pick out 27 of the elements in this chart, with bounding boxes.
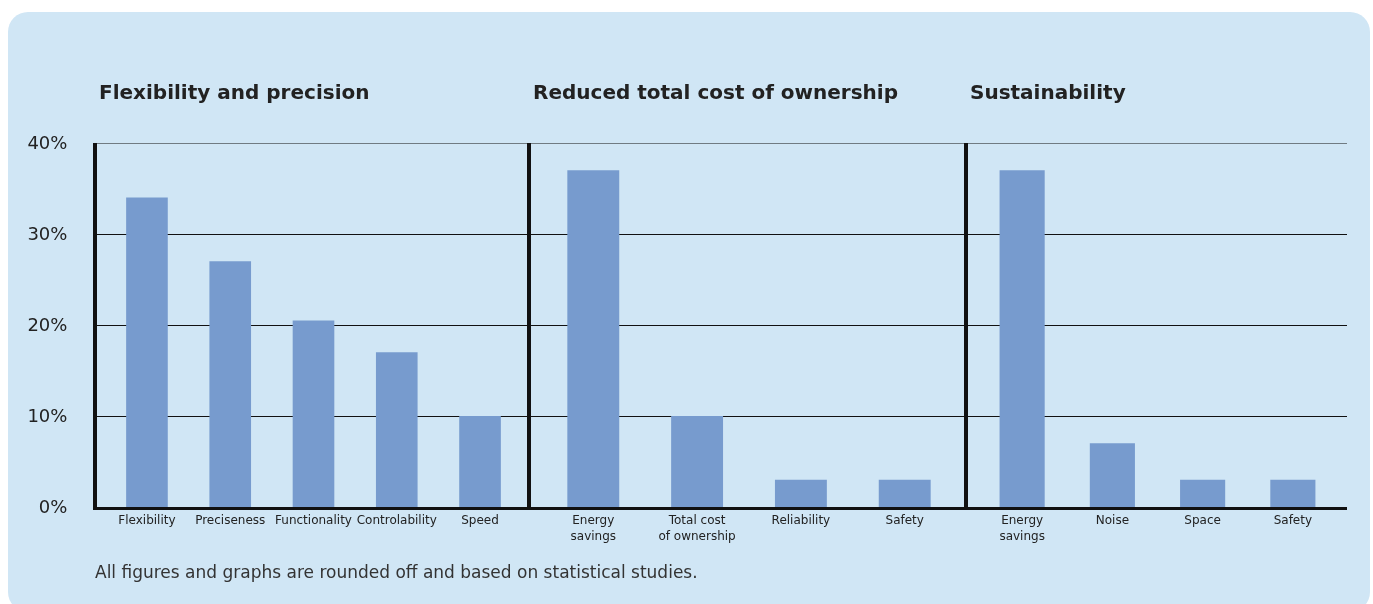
x-tick-label: Space [1184,513,1221,528]
x-tick-label: Energy savings [570,513,617,543]
y-tick-label: 40% [27,132,68,154]
x-tick-label: Safety [885,513,924,528]
bar [126,197,168,507]
y-tick-label: 10% [27,405,68,427]
bar [292,320,335,507]
bar [209,261,252,507]
x-tick-label: Controlability [356,513,437,528]
x-tick-label: Noise [1095,513,1130,528]
x-tick-label: Functionality [275,513,352,528]
x-tick-label: Energy savings [999,513,1045,543]
x-tick-label: Safety [1273,513,1313,528]
chart-title: Reduced total cost of ownership [533,80,899,104]
chart-title: Flexibility and precision [99,80,370,104]
text: All figures and graphs are rounded off and based on statistical studies. [95,562,698,582]
y-tick-label: 0% [38,496,68,518]
x-tick-label: Preciseness [195,513,266,528]
x-tick-label: Speed [461,513,499,528]
bar [375,352,418,507]
x-tick-label: Reliability [771,513,831,528]
y-tick-label: 20% [27,314,68,336]
y-tick-label: 30% [27,223,68,245]
x-tick-label: Flexibility [118,513,176,528]
chart-title: Sustainability [970,80,1126,104]
x-tick-label: Total cost of ownership [658,513,736,543]
bar [459,416,501,507]
